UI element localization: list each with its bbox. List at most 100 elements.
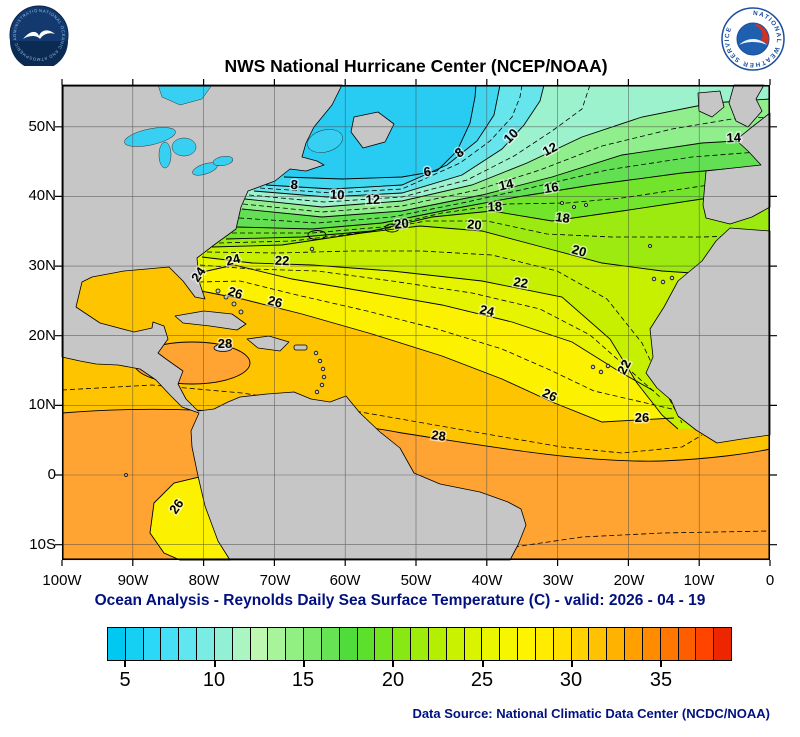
colorbar-cell (589, 628, 608, 660)
nws-logo: NATIONAL WEATHER SERVICE (720, 6, 786, 77)
lon-label-90w: 90W (117, 572, 149, 589)
graticule (62, 85, 770, 560)
svg-text:12: 12 (365, 192, 380, 207)
britain (728, 84, 765, 128)
lon-label-20w: 20W (613, 572, 645, 589)
lon-label-50w: 50W (400, 572, 432, 589)
svg-text:14: 14 (726, 130, 742, 146)
colorbar-cells (107, 627, 732, 661)
lon-label-80w: 80W (188, 572, 220, 589)
sst-map: 6 8 8 10 10 12 12 14 14 16 18 18 20 20 2… (55, 79, 777, 566)
colorbar-cell (607, 628, 626, 660)
colorbar-cell (625, 628, 643, 660)
map-caption: Ocean Analysis - Reynolds Daily Sea Surf… (94, 592, 706, 609)
lon-label-70w: 70W (259, 572, 291, 589)
colorbar-cell (179, 628, 198, 660)
noaa-gull-icon (23, 30, 55, 39)
colorbar-cell (268, 628, 287, 660)
colorbar-cell (108, 628, 126, 660)
colorbar-cell (500, 628, 519, 660)
colorbar-cell (321, 628, 340, 660)
svg-text:20: 20 (394, 215, 410, 231)
colorbar-cell (375, 628, 394, 660)
colorbar-label-5: 5 (119, 669, 131, 691)
colorbar-cell (393, 628, 412, 660)
svg-text:18: 18 (554, 209, 570, 226)
colorbar-label-15: 15 (291, 669, 315, 691)
colorbar-cell (250, 628, 269, 660)
lat-label-10s: 10S (29, 536, 56, 553)
svg-text:22: 22 (275, 253, 290, 268)
bermuda (309, 246, 315, 252)
colorbar-cell (571, 628, 590, 660)
colorbar-cell (642, 628, 661, 660)
svg-text:22: 22 (512, 274, 529, 291)
svg-text:28: 28 (218, 336, 232, 351)
svg-text:20: 20 (466, 216, 482, 232)
jamaica (213, 344, 233, 352)
svg-text:24: 24 (224, 250, 242, 268)
svg-text:8: 8 (290, 177, 298, 192)
colorbar-cell (446, 628, 465, 660)
colorbar-cell (304, 628, 322, 660)
lon-label-10w: 10W (683, 572, 715, 589)
svg-text:14: 14 (497, 176, 515, 194)
ireland (697, 90, 725, 118)
colorbar-cell (660, 628, 679, 660)
svg-text:24: 24 (478, 302, 496, 320)
colorbar-cell (678, 628, 697, 660)
colorbar-label-10: 10 (202, 669, 226, 691)
colorbar-tick (392, 661, 394, 667)
page-title: NWS National Hurricane Center (NCEP/NOAA… (224, 56, 608, 76)
lon-label-60w: 60W (329, 572, 361, 589)
newfoundland (350, 111, 395, 149)
lat-label-30n: 30N (28, 257, 56, 274)
lon-label-0: 0 (765, 572, 775, 589)
colorbar-cell (411, 628, 429, 660)
colorbar-label-30: 30 (559, 669, 583, 691)
colorbar-tick (303, 661, 305, 667)
colorbar-cell (143, 628, 162, 660)
svg-text:26: 26 (226, 283, 244, 302)
svg-text:28: 28 (430, 427, 446, 444)
colorbar-cell (696, 628, 715, 660)
svg-text:26: 26 (266, 293, 284, 311)
colorbar-tick (571, 661, 573, 667)
colorbar-cell (197, 628, 215, 660)
colorbar-cell (553, 628, 572, 660)
noaa-logo: NATIONAL OCEANIC AND ATMOSPHERIC ADMINIS… (8, 4, 70, 71)
lat-label-eq: 0 (47, 466, 56, 483)
colorbar-tick (482, 661, 484, 667)
hispaniola (246, 335, 290, 352)
data-source: Data Source: National Climatic Data Cent… (412, 706, 770, 721)
lat-label-40n: 40N (28, 187, 56, 204)
svg-text:18: 18 (487, 199, 502, 214)
colorbar-label-25: 25 (470, 669, 494, 691)
colorbar-cell (232, 628, 251, 660)
lat-label-50n: 50N (28, 118, 56, 135)
lon-label-40w: 40W (471, 572, 503, 589)
colorbar-label-35: 35 (649, 669, 673, 691)
lon-label-100w: 100W (42, 572, 82, 589)
lat-label-20n: 20N (28, 327, 56, 344)
lat-label-10n: 10N (28, 396, 56, 413)
puerto-rico (293, 344, 308, 351)
colorbar-cell (518, 628, 536, 660)
colorbar-tick (214, 661, 216, 667)
svg-text:16: 16 (543, 179, 560, 196)
colorbar-cell (714, 628, 731, 660)
colorbar-label-20: 20 (381, 669, 405, 691)
lakes (124, 84, 343, 176)
colorbar-cell (464, 628, 483, 660)
colorbar-cell (357, 628, 376, 660)
colorbar-cell (125, 628, 144, 660)
cuba (174, 310, 247, 331)
colorbar-cell (535, 628, 554, 660)
map-frame (55, 79, 777, 566)
lon-label-30w: 30W (542, 572, 574, 589)
colorbar-cell (482, 628, 501, 660)
colorbar-cell (339, 628, 358, 660)
svg-text:26: 26 (635, 410, 649, 425)
colorbar-cell (286, 628, 305, 660)
